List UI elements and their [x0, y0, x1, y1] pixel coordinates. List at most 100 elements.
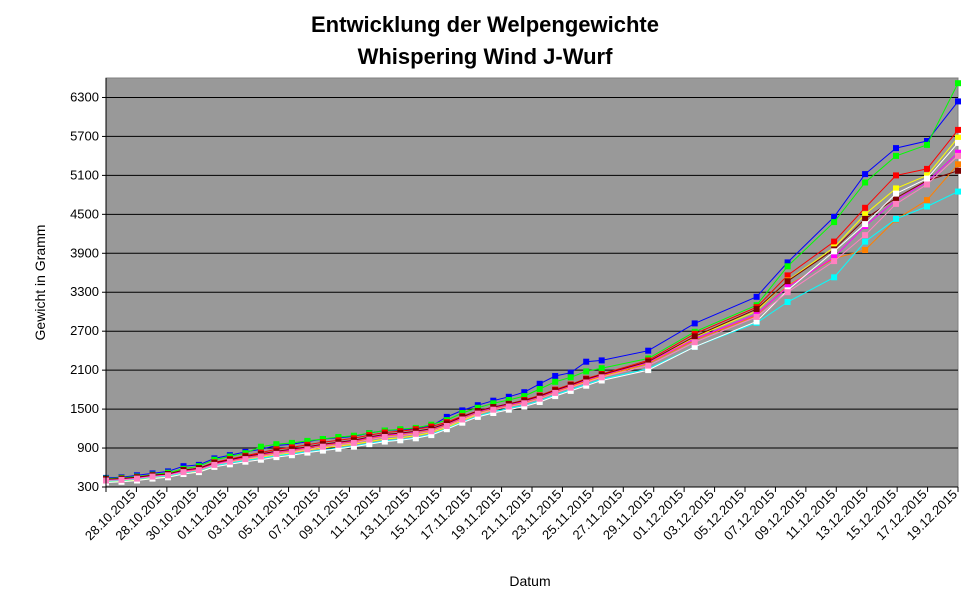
- data-point: [521, 393, 528, 400]
- data-point: [862, 232, 869, 239]
- data-point: [412, 435, 419, 442]
- data-point: [226, 458, 233, 465]
- data-point: [536, 399, 543, 405]
- data-point: [831, 238, 838, 245]
- y-tick-label: 300: [77, 479, 99, 494]
- data-point: [552, 373, 559, 379]
- data-point: [691, 333, 698, 340]
- data-point: [862, 221, 869, 228]
- data-point: [955, 98, 961, 105]
- data-point: [955, 167, 961, 174]
- data-point: [753, 306, 760, 313]
- data-point: [784, 299, 791, 305]
- data-point: [567, 374, 574, 381]
- data-point: [583, 376, 590, 383]
- data-point: [552, 393, 559, 400]
- y-tick-label: 6300: [70, 89, 99, 104]
- data-point: [955, 126, 961, 133]
- chart-title: Entwicklung der Welpengewichte: [311, 12, 659, 37]
- y-tick-label: 3300: [70, 284, 99, 299]
- data-point: [955, 80, 961, 87]
- data-point: [567, 369, 574, 376]
- data-point: [583, 379, 590, 386]
- data-point: [536, 380, 543, 387]
- data-point: [459, 419, 466, 426]
- data-point: [955, 134, 961, 141]
- data-point: [195, 467, 202, 474]
- data-point: [319, 436, 326, 442]
- data-point: [862, 179, 869, 186]
- data-point: [567, 384, 574, 391]
- data-point: [257, 453, 264, 460]
- data-point: [583, 382, 590, 389]
- data-point: [505, 393, 512, 400]
- x-axis: 28.10.201528.10.201530.10.201501.11.2015…: [82, 486, 960, 543]
- data-point: [288, 452, 295, 459]
- data-point: [304, 449, 311, 456]
- data-point: [304, 437, 311, 444]
- data-point: [443, 413, 450, 420]
- data-point: [381, 438, 388, 445]
- data-point: [319, 447, 326, 454]
- y-tick-label: 2100: [70, 362, 99, 377]
- data-point: [924, 197, 930, 204]
- data-point: [552, 389, 559, 396]
- data-point: [567, 387, 574, 394]
- y-tick-label: 2700: [70, 323, 99, 338]
- data-point: [521, 403, 528, 410]
- data-point: [505, 403, 512, 410]
- data-point: [490, 410, 497, 416]
- data-point: [924, 172, 930, 179]
- data-point: [180, 469, 187, 476]
- data-point: [645, 362, 652, 369]
- data-point: [955, 139, 961, 146]
- data-point: [474, 413, 481, 420]
- y-tick-label: 3900: [70, 245, 99, 260]
- data-point: [335, 441, 342, 448]
- data-point: [397, 437, 404, 444]
- y-tick-label: 5700: [70, 128, 99, 143]
- data-point: [165, 472, 171, 479]
- data-point: [645, 358, 652, 365]
- data-point: [490, 406, 497, 413]
- data-point: [831, 248, 838, 255]
- data-point: [583, 368, 590, 375]
- data-point: [831, 258, 838, 265]
- data-point: [505, 397, 512, 403]
- data-point: [862, 238, 869, 245]
- data-point: [784, 284, 791, 290]
- data-point: [288, 439, 295, 446]
- data-point: [598, 365, 605, 372]
- y-tick-label: 4500: [70, 206, 99, 221]
- data-point: [862, 247, 869, 253]
- data-point: [645, 347, 652, 354]
- data-point: [134, 475, 140, 482]
- data-point: [397, 432, 404, 439]
- data-point: [893, 190, 899, 197]
- data-point: [211, 461, 218, 468]
- data-point: [645, 367, 652, 374]
- data-point: [381, 434, 388, 440]
- data-point: [831, 254, 838, 261]
- data-point: [536, 395, 543, 402]
- data-point: [459, 416, 466, 423]
- data-point: [753, 293, 760, 300]
- data-point: [490, 400, 497, 407]
- data-point: [862, 204, 869, 211]
- data-point: [924, 175, 930, 182]
- data-point: [893, 145, 899, 152]
- data-point: [893, 185, 899, 192]
- data-point: [366, 441, 373, 448]
- x-axis-label: Datum: [509, 573, 550, 589]
- y-axis-label: Gewicht in Gramm: [32, 225, 48, 341]
- data-point: [598, 377, 605, 384]
- data-point: [118, 476, 125, 483]
- y-tick-label: 900: [77, 440, 99, 455]
- data-point: [474, 404, 481, 411]
- y-tick-label: 1500: [70, 401, 99, 416]
- data-point: [784, 272, 791, 279]
- data-point: [521, 389, 528, 396]
- data-point: [521, 400, 528, 407]
- data-point: [459, 410, 466, 416]
- data-point: [583, 358, 590, 365]
